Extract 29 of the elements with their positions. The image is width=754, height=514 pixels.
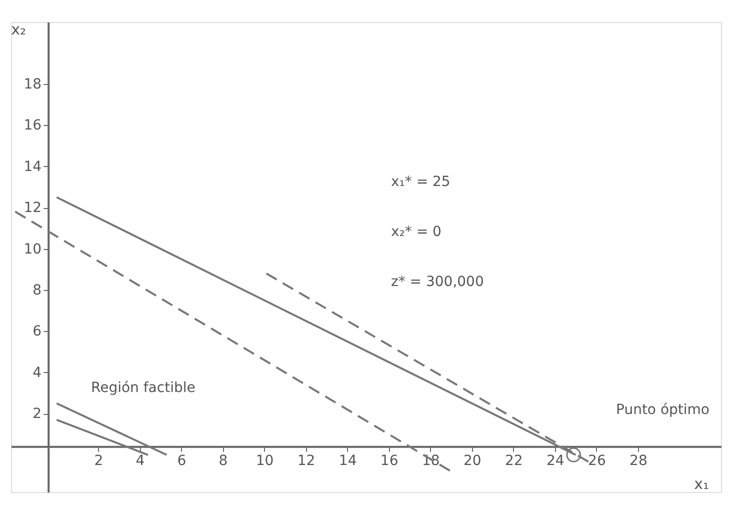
y-tick-label: 14 xyxy=(24,158,42,175)
x-tick-label: 6 xyxy=(177,452,186,469)
y-axis-title: x₂ xyxy=(11,20,26,38)
x-tick-label: 8 xyxy=(218,452,228,469)
y-tick-label: 6 xyxy=(32,324,42,340)
annotation: x₁* = 25 xyxy=(391,174,450,190)
x-tick-label: 14 xyxy=(338,452,357,469)
x-tick-label: 20 xyxy=(463,452,482,469)
x-tick-label: 22 xyxy=(504,452,523,469)
x-tick-label: 24 xyxy=(546,452,564,469)
annotation: z* = 300,000 xyxy=(391,274,484,290)
y-tick-label: 12 xyxy=(24,200,42,216)
y-tick-label: 8 xyxy=(32,282,42,298)
x-tick-label: 26 xyxy=(588,452,606,469)
annotation: x₂* = 0 xyxy=(391,224,442,240)
x-tick-label: 4 xyxy=(136,452,145,469)
y-tick-label: 18 xyxy=(24,76,42,92)
x-tick-label: 12 xyxy=(297,452,316,469)
y-tick-label: 4 xyxy=(32,364,42,381)
x-tick-label: 16 xyxy=(380,452,398,469)
y-tick-label: 2 xyxy=(32,406,42,422)
x-tick-label: 28 xyxy=(630,452,648,469)
annotation: Región factible xyxy=(91,380,196,396)
y-tick-label: 16 xyxy=(24,118,42,134)
x-axis-title: x₁ xyxy=(694,474,709,493)
x-tick-label: 2 xyxy=(94,452,104,469)
x-tick-label: 10 xyxy=(256,452,274,469)
y-tick-label: 10 xyxy=(24,241,42,258)
annotation: Punto óptimo xyxy=(616,402,710,418)
